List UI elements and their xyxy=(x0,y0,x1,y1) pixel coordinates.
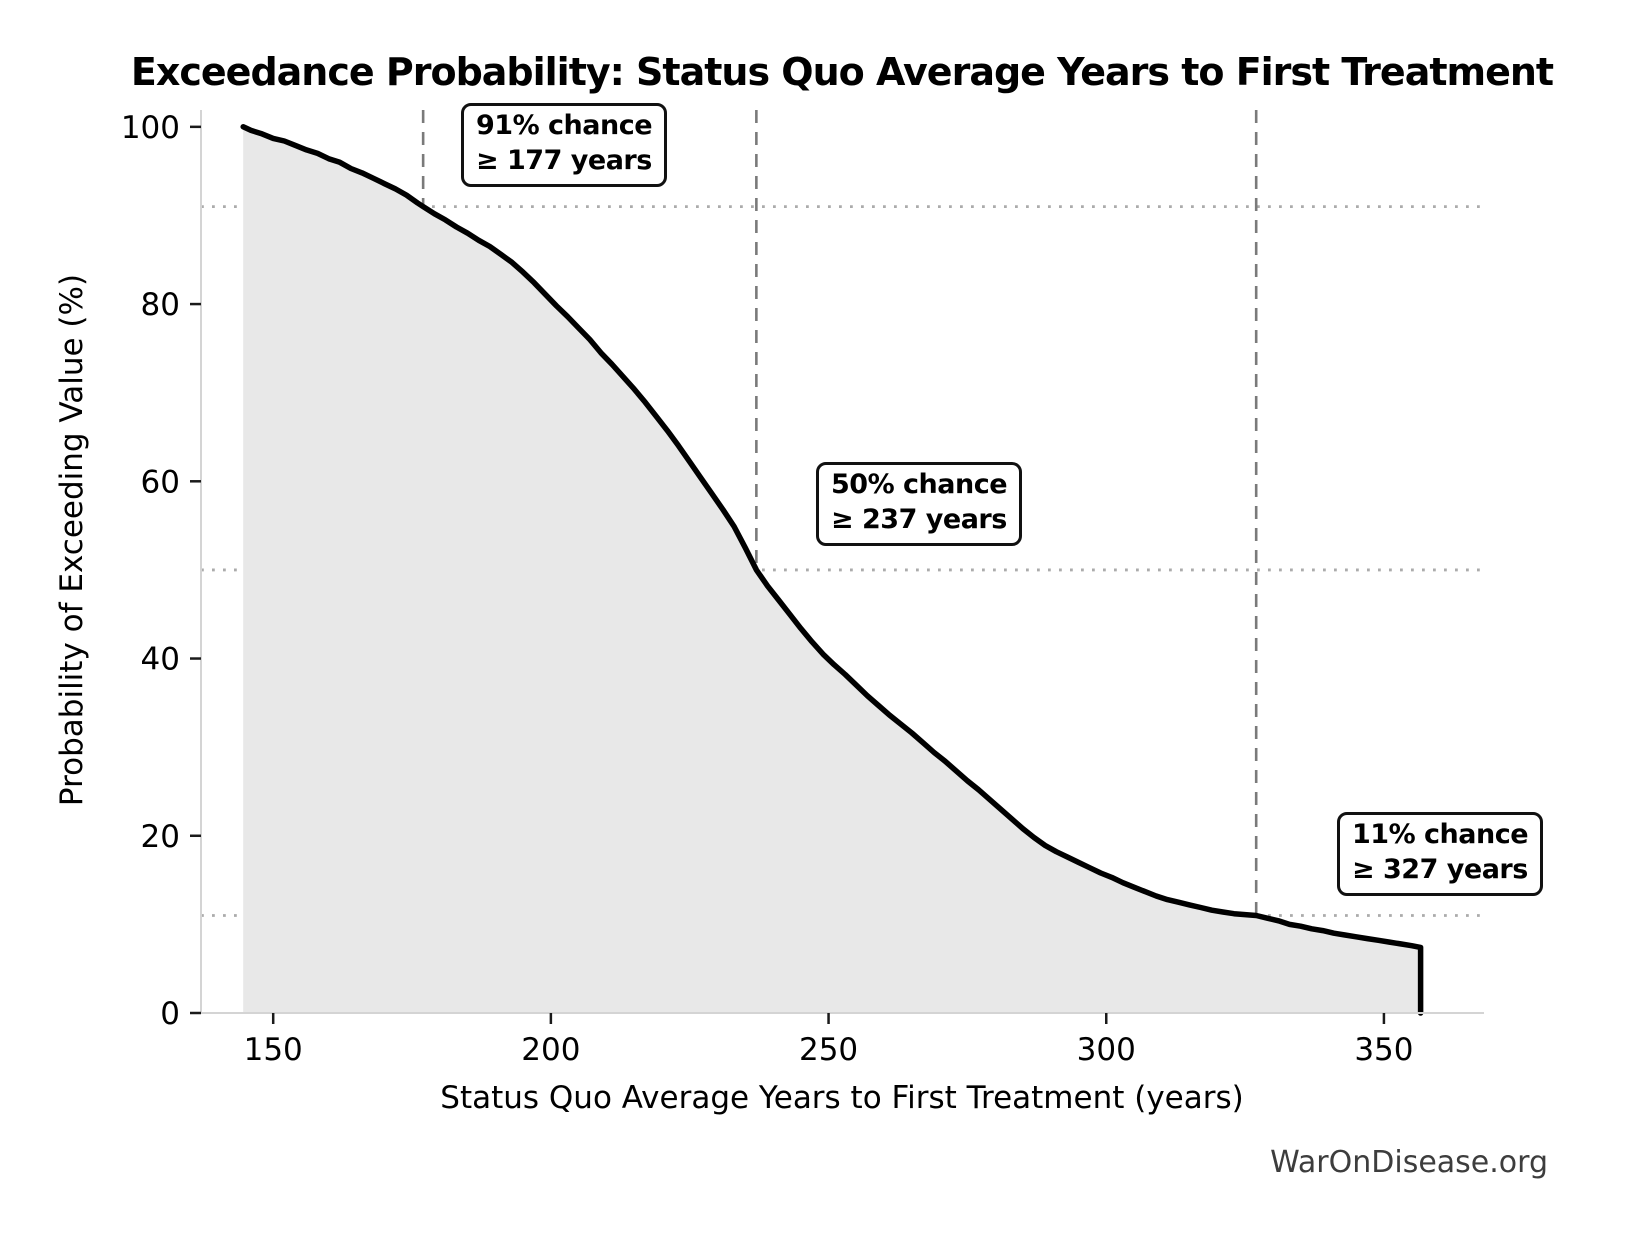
x-axis-label: Status Quo Average Years to First Treatm… xyxy=(440,1080,1244,1116)
y-tick-label: 80 xyxy=(141,287,180,323)
x-tick-label: 200 xyxy=(521,1032,580,1068)
x-tick-label: 300 xyxy=(1077,1032,1136,1068)
watermark: WarOnDisease.org xyxy=(1270,1145,1548,1180)
chart-title: Exceedance Probability: Status Quo Avera… xyxy=(130,50,1554,94)
annotation-11pct-line1: 11% chance xyxy=(1352,819,1529,850)
annotation-91pct: 91% chance ≥ 177 years xyxy=(461,103,668,187)
x-tick-label: 150 xyxy=(244,1032,303,1068)
x-tick-label: 250 xyxy=(799,1032,858,1068)
y-tick-label: 20 xyxy=(141,819,180,855)
annotation-91pct-line1: 91% chance xyxy=(476,110,653,141)
y-tick-label: 100 xyxy=(121,110,180,146)
annotation-50pct-line1: 50% chance xyxy=(831,469,1008,500)
y-tick-label: 0 xyxy=(160,996,180,1032)
y-tick-label: 60 xyxy=(141,464,180,500)
y-axis-label: Probability of Exceeding Value (%) xyxy=(54,273,90,807)
annotation-50pct-line2: ≥ 237 years xyxy=(831,504,1007,535)
annotation-91pct-line2: ≥ 177 years xyxy=(476,145,652,176)
annotation-50pct: 50% chance ≥ 237 years xyxy=(816,462,1023,546)
annotation-11pct-line2: ≥ 327 years xyxy=(1352,854,1528,885)
x-tick-label: 350 xyxy=(1354,1032,1413,1068)
area-fill xyxy=(243,126,1421,1014)
y-tick-label: 40 xyxy=(141,642,180,678)
exceedance-curve xyxy=(240,124,1424,1016)
annotation-11pct: 11% chance ≥ 327 years xyxy=(1337,812,1544,896)
